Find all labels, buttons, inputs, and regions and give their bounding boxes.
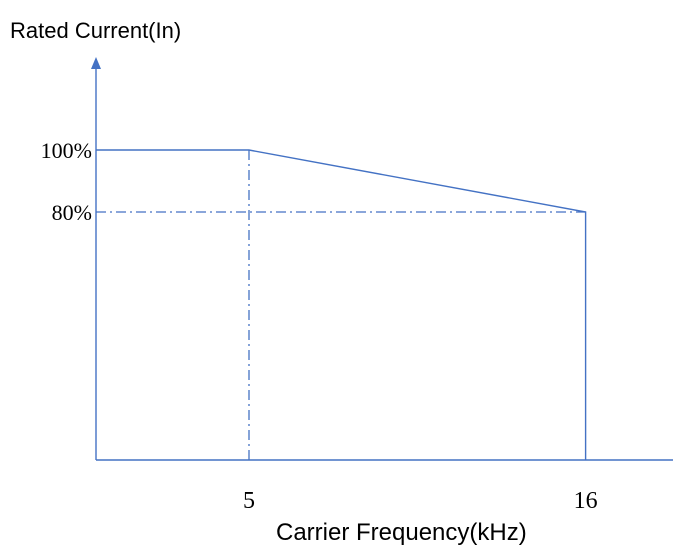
reference-lines [96, 150, 586, 460]
series-group [96, 149, 587, 460]
x-tick-label: 5 [243, 488, 255, 514]
y-tick-label: 80% [52, 200, 92, 225]
series-line [96, 149, 587, 460]
y-tick-label: 100% [41, 138, 92, 163]
axes [91, 57, 673, 461]
x-axis-label: Carrier Frequency(kHz) [276, 519, 527, 546]
tick-labels: 5 16 100% 80% [41, 138, 598, 514]
y-axis-label: Rated Current(In) [10, 18, 181, 43]
x-tick-label: 16 [574, 488, 598, 514]
y-axis-arrow-icon [91, 57, 101, 69]
